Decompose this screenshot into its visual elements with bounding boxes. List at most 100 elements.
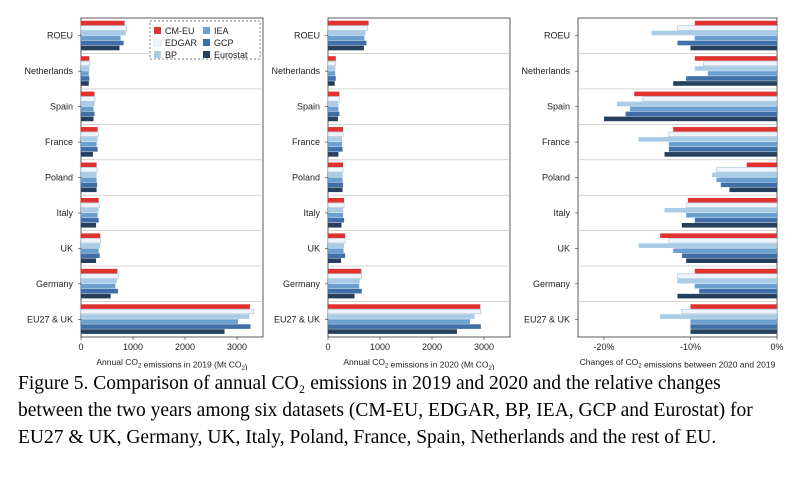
bar-edgar: [327, 238, 346, 244]
bar-edgar: [80, 238, 102, 244]
bar-eurostat: [81, 116, 94, 122]
bar-bp: [81, 101, 95, 107]
bar-cm-eu: [81, 233, 101, 238]
bar-bp: [81, 137, 98, 142]
x-tick-label: -10%: [680, 342, 701, 352]
category-label: EU27 & UK: [274, 314, 320, 324]
category-label: Poland: [45, 173, 73, 183]
bar-gcp: [694, 217, 777, 223]
bar-edgar: [327, 25, 368, 31]
bar-iea: [328, 106, 339, 112]
category-label: Spain: [297, 102, 320, 112]
bar-eurostat: [677, 293, 777, 299]
bar-gcp: [81, 76, 90, 81]
bar-cm-eu: [328, 91, 340, 97]
bar-cm-eu: [746, 162, 777, 168]
bar-edgar: [327, 167, 344, 173]
bar-gcp: [328, 147, 343, 152]
bar-edgar: [80, 273, 119, 279]
figure-caption: Figure 5. Comparison of annual CO₂ emiss…: [18, 370, 788, 451]
figure: ROEU Netherlands Spain France Poland Italy UK G…: [24, 17, 784, 370]
bar-bp: [328, 101, 339, 107]
bar-gcp: [81, 40, 124, 46]
category-label: UK: [60, 243, 73, 253]
bar-gcp: [81, 111, 95, 117]
bar-edgar: [80, 131, 99, 137]
bar-cm-eu: [81, 162, 97, 168]
bar-iea: [328, 319, 470, 324]
bar-edgar: [677, 273, 778, 279]
bar-iea: [81, 106, 94, 112]
bar-cm-eu: [81, 268, 118, 274]
bar-bp: [328, 172, 343, 178]
bar-eurostat: [729, 187, 777, 193]
legend-swatch: [203, 51, 210, 58]
bar-edgar: [703, 60, 778, 67]
legend-swatch: [154, 51, 161, 58]
bar-cm-eu: [687, 197, 777, 203]
category-label: Netherlands: [24, 66, 73, 76]
bar-cm-eu: [328, 304, 481, 309]
bar-eurostat: [328, 45, 364, 51]
bar-edgar: [642, 96, 778, 102]
x-tick-label: 1000: [370, 342, 390, 352]
bar-edgar: [80, 202, 100, 208]
bar-eurostat: [328, 222, 342, 228]
category-label: UK: [557, 243, 570, 253]
bar-cm-eu: [328, 268, 362, 274]
category-label: France: [292, 137, 320, 147]
bar-eurostat: [81, 222, 97, 228]
bar-edgar: [80, 167, 98, 173]
bar-bp: [328, 30, 366, 36]
legend-label: CM-EU: [165, 26, 195, 36]
bar-gcp: [81, 253, 100, 258]
bar-edgar: [80, 309, 254, 315]
bar-gcp: [81, 324, 251, 329]
bar-eurostat: [328, 329, 457, 334]
bar-gcp: [720, 182, 777, 188]
bar-iea: [328, 283, 360, 289]
category-label: Netherlands: [271, 66, 320, 76]
bar-gcp: [699, 288, 777, 294]
bar-edgar: [668, 238, 778, 244]
bar-edgar: [327, 96, 340, 102]
bar-iea: [81, 71, 89, 76]
bar-cm-eu: [673, 127, 777, 132]
bar-bp: [328, 278, 360, 284]
bar-iea: [328, 71, 336, 76]
bar-iea: [686, 212, 777, 218]
bar-edgar: [80, 25, 128, 31]
bar-gcp: [677, 40, 777, 46]
bar-iea: [81, 319, 239, 324]
bar-gcp: [328, 217, 345, 223]
bar-gcp: [328, 111, 340, 117]
bar-edgar: [327, 202, 345, 208]
bar-iea: [328, 248, 344, 253]
bar-iea: [707, 71, 777, 76]
bar-gcp: [625, 111, 777, 117]
bar-cm-eu: [328, 162, 344, 168]
category-label: Germany: [283, 279, 321, 289]
bar-iea: [81, 212, 98, 218]
legend-label: Eurostat: [214, 50, 248, 60]
bar-cm-eu: [328, 233, 346, 238]
bar-eurostat: [81, 152, 93, 157]
bar-cm-eu: [694, 268, 777, 274]
bar-edgar: [80, 60, 91, 67]
category-label: EU27 & UK: [524, 314, 570, 324]
bar-eurostat: [673, 81, 777, 86]
caption-text: Figure 5. Comparison of annual CO₂ emiss…: [18, 373, 753, 448]
category-label: Italy: [56, 208, 73, 218]
bar-iea: [328, 35, 365, 41]
bar-bp: [328, 207, 344, 213]
bar-bp: [712, 172, 777, 178]
category-label: Netherlands: [521, 66, 570, 76]
x-tick-label: 0%: [770, 342, 783, 352]
legend: CM-EU EDGAR BP IEA GCP Eurostat: [149, 20, 261, 60]
bar-edgar: [716, 167, 778, 173]
bar-gcp: [81, 217, 99, 223]
bar-iea: [328, 177, 343, 183]
x-tick-label: 1000: [123, 342, 143, 352]
bar-gcp: [328, 324, 481, 329]
bar-edgar: [677, 25, 778, 31]
